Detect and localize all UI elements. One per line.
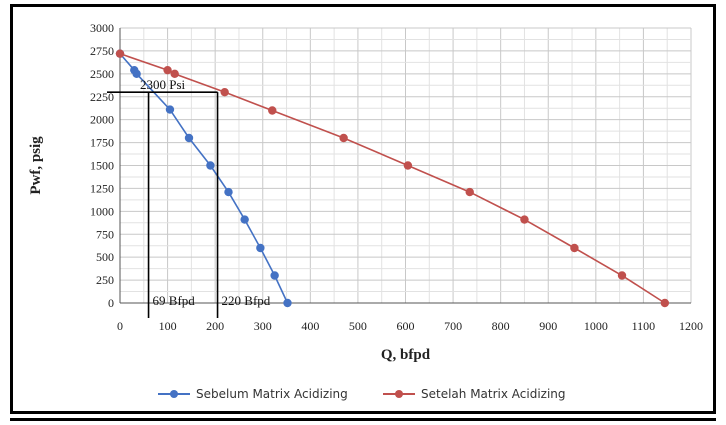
data-point bbox=[220, 87, 229, 97]
data-point bbox=[132, 69, 141, 79]
data-point bbox=[170, 69, 179, 79]
data-point bbox=[224, 187, 233, 197]
data-point bbox=[256, 243, 265, 253]
legend-marker-after bbox=[395, 390, 403, 398]
x-tick-label: 500 bbox=[349, 319, 367, 333]
y-tick-label: 1000 bbox=[90, 204, 114, 218]
y-tick-label: 2250 bbox=[90, 90, 114, 104]
x-tick-label: 300 bbox=[254, 319, 272, 333]
data-point bbox=[270, 271, 279, 280]
y-tick-label: 500 bbox=[96, 250, 114, 264]
x-tick-label: 0 bbox=[117, 319, 123, 333]
data-point bbox=[617, 271, 627, 280]
x-tick-label: 900 bbox=[539, 319, 557, 333]
y-tick-label: 250 bbox=[96, 273, 114, 287]
data-point bbox=[163, 65, 172, 75]
x-tick-label: 1200 bbox=[679, 319, 703, 333]
y-tick-label: 750 bbox=[96, 227, 114, 241]
data-point bbox=[240, 215, 249, 224]
data-point bbox=[115, 49, 125, 58]
data-point bbox=[660, 298, 670, 308]
legend-label-before: Sebelum Matrix Acidizing bbox=[196, 387, 348, 401]
y-tick-label: 2750 bbox=[90, 44, 114, 58]
x-tick-label: 600 bbox=[397, 319, 415, 333]
data-point bbox=[184, 133, 194, 143]
rate-after-annotation: 220 Bfpd bbox=[222, 293, 271, 308]
data-point bbox=[570, 243, 579, 253]
y-tick-label: 1250 bbox=[90, 181, 114, 195]
legend-item-after: Setelah Matrix Acidizing bbox=[383, 387, 566, 401]
axes bbox=[119, 28, 691, 304]
x-tick-label: 1000 bbox=[584, 319, 608, 333]
y-tick-label: 1500 bbox=[90, 159, 114, 173]
data-point bbox=[283, 298, 292, 308]
y-tick-label: 2500 bbox=[90, 67, 114, 81]
y-tick-label: 2000 bbox=[90, 113, 114, 127]
y-tick-label: 1750 bbox=[90, 136, 114, 150]
data-point bbox=[403, 161, 413, 170]
chart-frame bbox=[10, 4, 716, 414]
y-tick-label: 0 bbox=[108, 296, 114, 310]
x-tick-labels: 0 100 200 300 400 500 600 700 800 900 1000 1100 1200 bbox=[117, 319, 703, 333]
data-point bbox=[165, 105, 175, 114]
legend-marker-before bbox=[170, 390, 178, 398]
y-tick-label: 3000 bbox=[90, 21, 114, 35]
x-tick-label: 1100 bbox=[632, 319, 656, 333]
x-tick-label: 800 bbox=[492, 319, 510, 333]
series-group bbox=[115, 49, 670, 308]
x-tick-label: 400 bbox=[301, 319, 319, 333]
data-point bbox=[339, 133, 348, 143]
data-point bbox=[465, 187, 474, 197]
legend-label-after: Setelah Matrix Acidizing bbox=[421, 387, 566, 401]
legend-item-before: Sebelum Matrix Acidizing bbox=[158, 387, 348, 401]
data-point bbox=[206, 161, 215, 170]
series-1 bbox=[115, 49, 670, 308]
reference-lines bbox=[107, 91, 219, 318]
series-line-1 bbox=[119, 52, 666, 304]
x-tick-label: 100 bbox=[159, 319, 177, 333]
data-point bbox=[520, 215, 529, 224]
x-tick-label: 700 bbox=[444, 319, 462, 333]
y-tick-labels: 0 250 500 750 1000 1250 1500 1750 2000 2250 2500 27… bbox=[90, 21, 114, 310]
bottom-rule bbox=[10, 418, 716, 421]
rate-before-annotation: 69 Bfpd bbox=[153, 293, 196, 308]
y-axis-title: Pwf, psig bbox=[28, 136, 44, 195]
legend: Sebelum Matrix Acidizing Setelah Matrix … bbox=[158, 387, 566, 401]
x-axis-title: Q, bfpd bbox=[381, 347, 431, 363]
pressure-annotation: 2300 Psi bbox=[140, 77, 186, 92]
data-point bbox=[268, 106, 277, 115]
x-tick-label: 200 bbox=[206, 319, 224, 333]
